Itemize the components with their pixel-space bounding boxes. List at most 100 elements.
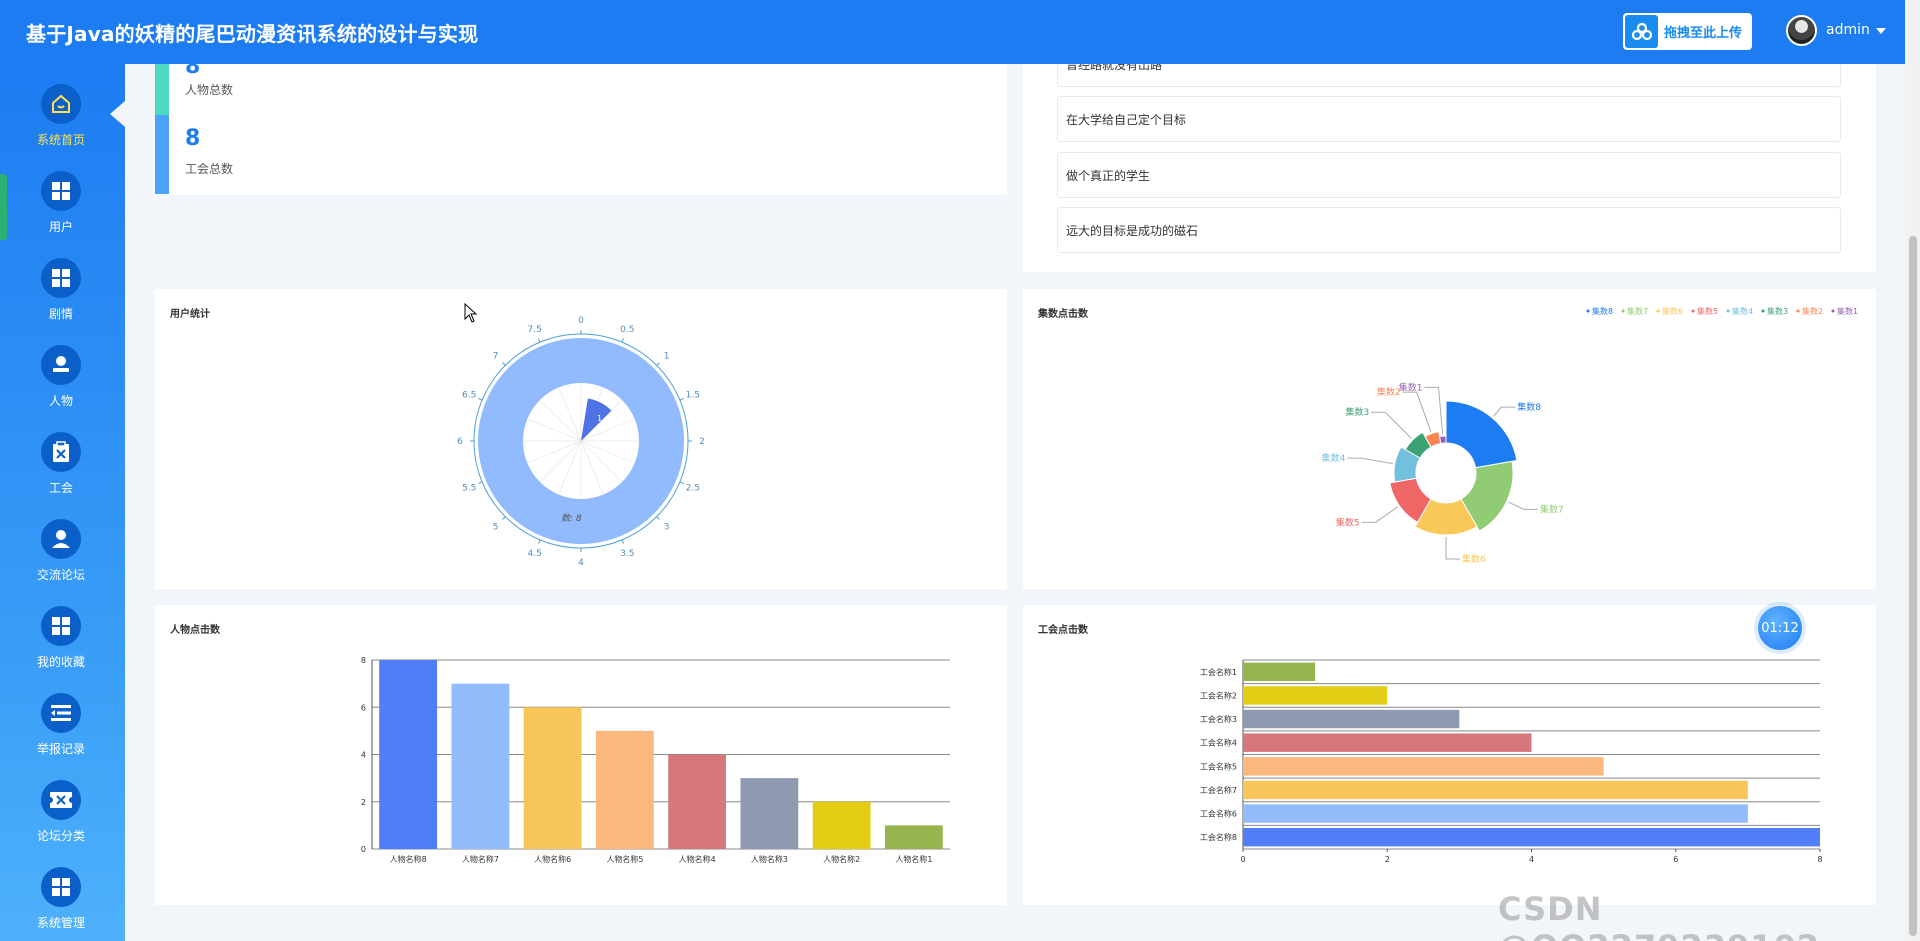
mouse-cursor-icon	[464, 303, 478, 323]
pie-label: 集数7	[1540, 503, 1564, 515]
pie-slice	[1389, 477, 1432, 524]
pie-label-line	[1371, 411, 1412, 439]
pie-label: 集数6	[1462, 553, 1486, 565]
angle-tick-label: 2	[699, 437, 705, 447]
page-scrollbar[interactable]	[1905, 0, 1920, 941]
chart-title: 用户统计	[170, 309, 210, 320]
sidebar-item-favorites[interactable]: 我的收藏	[0, 603, 122, 683]
legend-item: 集数8	[1592, 306, 1613, 316]
count-bar	[155, 115, 169, 194]
pie-slice	[1445, 400, 1518, 469]
y-tick-label: 工会名称1	[1200, 667, 1237, 677]
angle-tick	[679, 481, 684, 484]
pie-label-line	[1424, 386, 1444, 435]
upload-button[interactable]: 拖拽至此上传	[1623, 13, 1752, 50]
x-tick-label: 2	[1385, 855, 1390, 864]
sidebar-item-users[interactable]: 用户	[0, 168, 122, 248]
quote-item[interactable]: 做个真正的学生	[1057, 152, 1841, 198]
x-tick-label: 人物名称3	[751, 854, 788, 864]
pie-label-line	[1508, 501, 1538, 510]
legend-marker	[1656, 309, 1660, 313]
x-tick-label: 6	[1673, 855, 1678, 864]
person-icon	[41, 345, 81, 385]
angle-tick	[679, 398, 684, 401]
angle-tick-label: 5	[493, 523, 499, 533]
angle-tick-label: 2.5	[686, 483, 700, 493]
count-card: 8 人物总数 8 工会总数	[155, 54, 1007, 195]
bar	[1243, 733, 1532, 752]
sidebar-item-label: 工会	[48, 481, 73, 495]
x-tick-label: 0	[1240, 855, 1245, 864]
pie-label: 集数4	[1322, 452, 1346, 464]
x-tick-label: 人物名称5	[606, 854, 643, 864]
pie-label-line	[1402, 391, 1432, 432]
sidebar-item-forum-categories[interactable]: 论坛分类	[0, 777, 122, 857]
count-bar	[155, 64, 169, 115]
y-tick-label: 0	[361, 845, 366, 854]
sidebar-item-guilds[interactable]: 工会	[0, 429, 122, 509]
x-tick-label: 人物名称2	[823, 854, 860, 864]
sidebar-item-system[interactable]: 系统管理	[0, 864, 122, 941]
radial-gridline	[558, 440, 582, 495]
x-tick-label: 人物名称4	[679, 854, 716, 864]
legend-marker	[1586, 309, 1590, 313]
bar	[1243, 686, 1388, 705]
y-tick-label: 工会名称5	[1200, 761, 1237, 771]
inner-bar	[581, 398, 612, 441]
angle-tick-label: 3.5	[620, 549, 634, 559]
bar	[1243, 662, 1316, 682]
sidebar-item-plot[interactable]: 剧情	[0, 255, 122, 335]
timer-badge[interactable]: 01:12	[1758, 606, 1802, 650]
upload-label: 拖拽至此上传	[1664, 26, 1743, 41]
user-stats-chart: 0 0.5 1 1.5 2 2.5 3 3.5 4 4.5 5 5.5 6 6.5 7 7.5 1 数: 8	[457, 316, 705, 568]
x-tick-label: 8	[1817, 855, 1822, 864]
y-tick-label: 工会名称3	[1200, 714, 1237, 724]
sidebar-item-characters[interactable]: 人物	[0, 342, 122, 422]
home-icon	[41, 84, 81, 124]
legend-item: 集数5	[1697, 306, 1718, 316]
pie-label-line	[1361, 506, 1398, 523]
bar	[668, 754, 727, 849]
user-avatar[interactable]	[1786, 15, 1817, 46]
quote-item[interactable]: 远大的目标是成功的磁石	[1057, 207, 1841, 253]
scrollbar-thumb[interactable]	[1909, 236, 1917, 936]
angle-tick	[656, 362, 660, 366]
sidebar-item-home[interactable]: 系统首页	[0, 81, 122, 161]
legend-marker	[1831, 309, 1835, 313]
angle-tick	[621, 539, 624, 544]
chart-title: 集数点击数	[1038, 309, 1088, 320]
user-stats-card: 用户统计 0 0.5 1 1.5 2 2.5 3 3.5 4 4.5 5 5.5 6 6.5 7 7.5 1 数:…	[155, 289, 1007, 589]
angle-tick-label: 6.5	[462, 391, 476, 401]
chart-title: 工会点击数	[1038, 625, 1088, 636]
pie-label: 集数2	[1377, 386, 1401, 398]
episode-clicks-card: 集数点击数 集数8 集数7 集数6 集数5 集数4 集数3 集数2 集数1 集数1 集数2 集数3 集…	[1023, 289, 1876, 589]
clipboard-icon	[41, 432, 81, 472]
angle-tick-label: 0	[578, 316, 584, 326]
angle-tick	[502, 362, 506, 366]
grid-icon	[41, 867, 81, 907]
top-bar: 基于Java的妖精的尾巴动漫资讯系统的设计与实现 拖拽至此上传 admin	[0, 0, 1905, 64]
sidebar-item-forum[interactable]: 交流论坛	[0, 516, 122, 596]
character-count-label: 人物总数	[185, 83, 234, 97]
legend-item: 集数4	[1732, 306, 1753, 316]
legend-item: 集数2	[1802, 306, 1823, 316]
y-tick-label: 工会名称4	[1200, 738, 1237, 748]
watermark: CSDN @QQ2279239102	[1498, 890, 1819, 941]
angle-tick	[621, 338, 624, 343]
angle-tick	[538, 539, 541, 544]
guild-clicks-card: 工会点击数 工会名称1 工会名称2 工会名称3 工会名称4 工会名称5 工会名称7 工会名称…	[1023, 605, 1876, 905]
sidebar-item-label: 我的收藏	[36, 655, 85, 669]
bar	[1243, 757, 1604, 776]
radial-gridline	[539, 440, 582, 483]
pie-label-line	[1493, 406, 1516, 417]
user-name[interactable]: admin	[1826, 22, 1870, 38]
character-clicks-chart: 0 2 4 6 8 人物名称8 人物名称7 人物名称6 人物名称5 人物名称4 人物名称3 人物名称2…	[361, 656, 950, 864]
angle-tick-label: 0.5	[620, 325, 634, 335]
sidebar-item-reports[interactable]: 举报记录	[0, 690, 122, 770]
quote-item[interactable]: 在大学给自己定个目标	[1057, 96, 1841, 142]
sidebar-item-label: 剧情	[48, 307, 73, 321]
caret-down-icon[interactable]	[1876, 28, 1886, 34]
angle-tick-label: 1.5	[686, 391, 700, 401]
bar	[451, 683, 510, 849]
angle-tick-label: 6	[457, 437, 463, 447]
